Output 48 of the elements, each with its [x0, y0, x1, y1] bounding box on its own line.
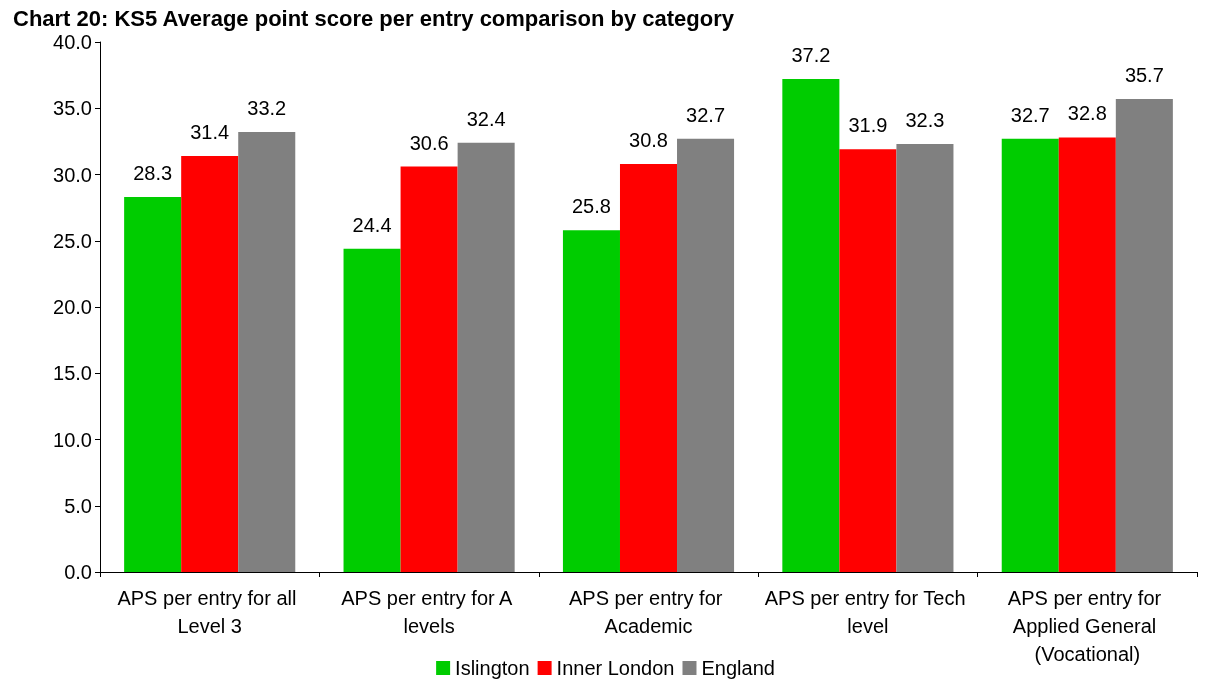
data-label: 37.2 — [791, 44, 831, 67]
x-tick-label: APS per entry for A levels — [341, 587, 517, 637]
data-label: 30.6 — [409, 131, 449, 154]
data-label: 32.7 — [1010, 103, 1050, 126]
data-label: 32.3 — [905, 109, 945, 132]
y-tick-label: 10.0 — [53, 428, 92, 451]
data-label: 32.8 — [1067, 102, 1107, 125]
y-tick-label: 15.0 — [53, 362, 92, 385]
legend-label: England — [701, 657, 775, 679]
bar — [457, 142, 515, 572]
data-label: 33.2 — [247, 97, 287, 120]
x-tick-label: APS per entry for all Level 3 — [117, 587, 302, 637]
bar — [124, 197, 182, 572]
y-tick-label: 0.0 — [64, 561, 92, 583]
data-label: 32.4 — [466, 107, 506, 130]
bar — [677, 138, 735, 572]
data-label: 31.9 — [848, 114, 888, 137]
y-tick-label: 40.0 — [53, 31, 92, 53]
data-label: 28.3 — [133, 162, 173, 185]
legend-label: Inner London — [556, 657, 675, 679]
data-label: 31.4 — [190, 120, 230, 143]
bar — [1058, 137, 1116, 572]
data-label: 30.8 — [629, 128, 668, 151]
x-tick-label: APS per entry for Tech level — [764, 587, 972, 637]
bar — [343, 248, 401, 572]
x-tick-label: APS per entry for Applied General (Vocational) — [1007, 587, 1167, 665]
bar — [619, 163, 678, 572]
data-label: 24.4 — [352, 213, 392, 236]
bar — [400, 166, 458, 572]
y-tick-label: 30.0 — [53, 163, 92, 186]
y-tick-label: 35.0 — [53, 97, 92, 120]
bar — [562, 230, 620, 572]
bar — [181, 155, 239, 572]
bar — [782, 79, 840, 572]
bar — [896, 144, 954, 572]
data-label: 25.8 — [571, 195, 611, 218]
y-tick-label: 20.0 — [53, 296, 92, 318]
bar — [1001, 138, 1059, 572]
bar — [1115, 98, 1173, 572]
bar — [839, 149, 897, 572]
x-tick-label: APS per entry for Academic — [569, 587, 728, 637]
bar — [238, 132, 296, 572]
y-tick-label: 5.0 — [64, 494, 92, 517]
data-label: 35.7 — [1124, 63, 1164, 86]
legend-label: Islington — [455, 657, 530, 679]
y-tick-label: 25.0 — [53, 229, 92, 252]
data-label: 32.7 — [686, 103, 726, 126]
chart-title: Chart 20: KS5 Average point score per entry comparison by category — [13, 5, 735, 31]
